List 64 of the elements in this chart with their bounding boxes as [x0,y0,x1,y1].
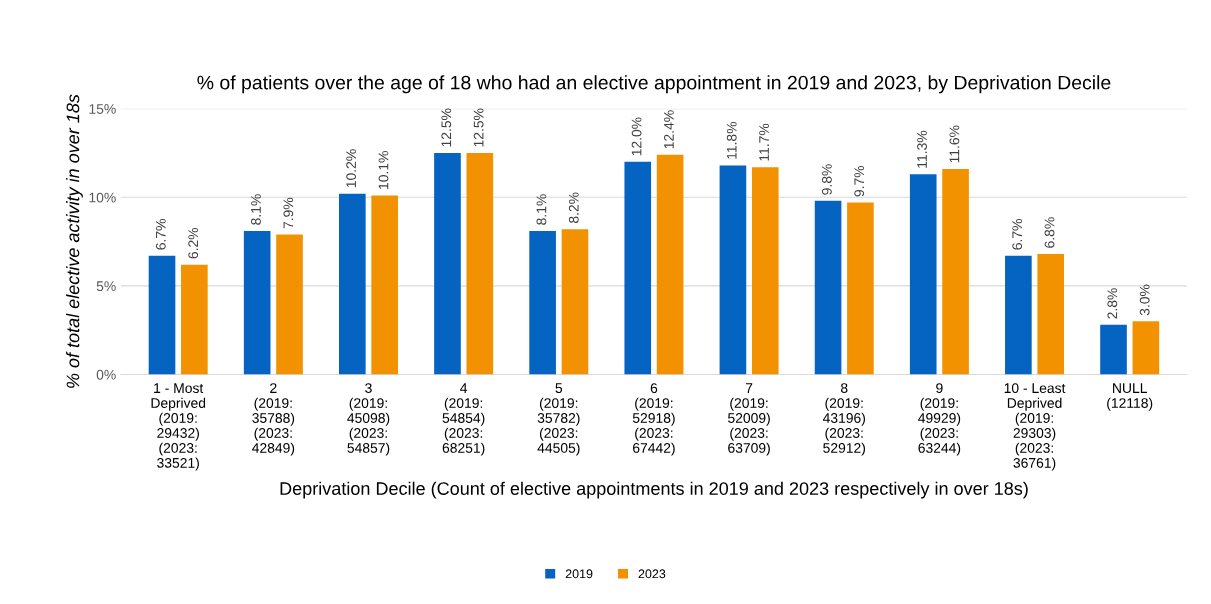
legend-label: 2019 [565,569,593,579]
bar [942,168,969,375]
bar [434,153,461,375]
x-axis-title: Deprivation Decile (Count of elective appointments in 2019 and 2023 respectively in over 18s) [280,481,1028,499]
bar [466,153,494,375]
x-tick-label: NULL (12118) [1107,383,1153,411]
bar [529,230,556,375]
data-label: 3.0% [1139,284,1150,316]
bar [561,229,589,375]
y-tick-label: 15% [89,104,116,114]
x-tick-label: 4 (2019: 54854) (2023: 68251) [442,383,485,456]
y-tick-label: 10% [89,192,116,203]
data-label: 6.8% [1044,217,1055,248]
x-tick-label: 5 (2019: 35782) (2023: 44505) [537,383,580,456]
data-label: 11.3% [917,130,927,168]
y-axis-title: % of total elective activity in over 18s [66,94,83,388]
data-label: 6.7% [155,219,166,250]
bar [656,154,684,375]
bar [1100,324,1127,375]
data-label: 10.2% [346,149,357,188]
bar [338,193,366,375]
data-label: 8.1% [536,194,547,225]
bar [276,234,303,375]
bar [814,200,842,375]
data-label: 10.1% [378,151,389,189]
x-tick-label: 10 - Least Deprived (2019: 29303) (2023: 36761) [1004,383,1066,471]
x-tick-label: 8 (2019: 43196) (2023: 52912) [822,383,865,456]
data-label: 9.8% [821,164,832,195]
x-tick-label: 1 - Most Deprived (2019: 29432) (2023: 33521) [151,383,206,471]
x-tick-label: 7 (2019: 52009) (2023: 63709) [728,383,770,456]
bar [847,202,874,375]
data-label: 12.5% [473,108,484,147]
bar [719,165,747,375]
bar [1005,255,1032,375]
bar [371,195,398,375]
chart-title: % of patients over the age of 18 who had an elective appointment in 2019 and 2023, by Deprivation Decile [197,75,1111,94]
data-label: 6.2% [188,227,199,259]
x-tick-label: 9 (2019: 49929) (2023: 63244) [918,383,961,456]
y-tick-label: 5% [96,281,116,292]
bar [751,167,779,375]
bar [909,174,937,375]
y-tick-label: 0% [96,369,116,380]
bar [181,264,208,375]
data-label: 8.1% [251,194,261,225]
x-tick-label: 3 (2019: 45098) (2023: 54857) [347,383,390,456]
data-label: 12.0% [631,117,642,156]
data-label: 11.8% [726,122,737,159]
bar [1132,321,1160,375]
bar [624,161,652,375]
bar [243,230,271,375]
data-label: 7.9% [283,197,294,229]
data-label: 8.2% [568,192,579,224]
x-tick-label: 2 (2019: 35788) (2023: 42849) [252,383,295,456]
data-label: 6.7% [1012,219,1023,250]
bar [1037,254,1065,375]
data-label: 11.7% [759,123,769,161]
data-label: 12.5% [441,108,452,147]
data-label: 2.8% [1107,288,1118,319]
data-label: 11.6% [949,125,960,163]
data-label: 12.4% [664,110,674,149]
legend-label: 2023 [638,569,666,579]
data-label: 9.7% [854,165,865,197]
x-tick-label: 6 (2019: 52918) (2023: 67442) [632,383,675,456]
bar [148,255,176,375]
